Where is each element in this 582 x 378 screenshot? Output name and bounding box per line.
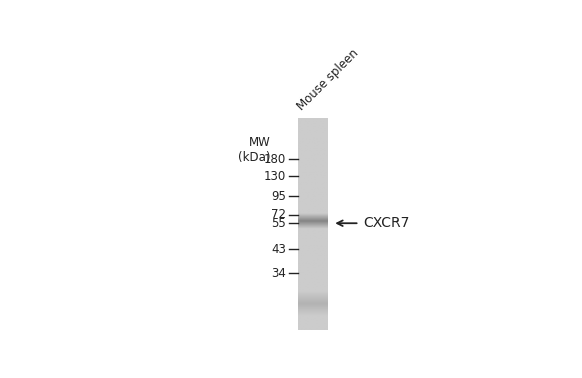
- Text: MW
(kDa): MW (kDa): [238, 136, 271, 164]
- Text: 43: 43: [271, 243, 286, 256]
- Text: 180: 180: [264, 153, 286, 166]
- Text: Mouse spleen: Mouse spleen: [294, 47, 361, 113]
- Text: 95: 95: [271, 190, 286, 203]
- Text: 72: 72: [271, 208, 286, 221]
- Text: 55: 55: [271, 217, 286, 230]
- Text: 34: 34: [271, 267, 286, 280]
- Text: CXCR7: CXCR7: [363, 216, 410, 230]
- Text: 130: 130: [264, 170, 286, 183]
